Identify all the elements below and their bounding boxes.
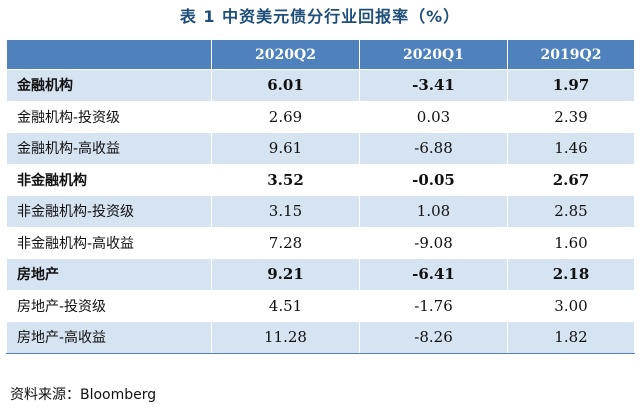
table-row: 非金融机构-高收益 7.28 -9.08 1.60 bbox=[6, 226, 635, 259]
header-label bbox=[6, 39, 212, 70]
cell-2019q2: 1.46 bbox=[507, 132, 635, 165]
cell-2020q1: -3.41 bbox=[359, 69, 508, 102]
row-label: 金融机构 bbox=[6, 69, 212, 102]
cell-2020q2: 6.01 bbox=[211, 69, 360, 102]
table-row: 金融机构-高收益 9.61 -6.88 1.46 bbox=[6, 132, 635, 165]
returns-table: 2020Q2 2020Q1 2019Q2 金融机构 6.01 -3.41 1.9… bbox=[6, 39, 635, 354]
cell-2020q1: -6.88 bbox=[359, 132, 508, 165]
cell-2019q2: 3.00 bbox=[507, 289, 635, 322]
cell-2020q1: -1.76 bbox=[359, 289, 508, 322]
cell-2020q1: -0.05 bbox=[359, 163, 508, 196]
table-row: 金融机构 6.01 -3.41 1.97 bbox=[6, 69, 635, 102]
table-row: 房地产 9.21 -6.41 2.18 bbox=[6, 258, 635, 291]
row-label: 非金融机构-投资级 bbox=[6, 195, 212, 228]
table-row: 非金融机构 3.52 -0.05 2.67 bbox=[6, 163, 635, 196]
table-title: 表 1 中资美元债分行业回报率（%） bbox=[179, 7, 461, 26]
table-row: 金融机构-投资级 2.69 0.03 2.39 bbox=[6, 100, 635, 133]
header-2020q1: 2020Q1 bbox=[359, 39, 508, 70]
row-label: 房地产 bbox=[6, 258, 212, 291]
row-label: 金融机构-投资级 bbox=[6, 100, 212, 133]
row-label: 房地产-高收益 bbox=[6, 321, 212, 354]
cell-2020q2: 3.15 bbox=[211, 195, 360, 228]
row-label: 非金融机构 bbox=[6, 163, 212, 196]
source-note: 资料来源：Bloomberg bbox=[10, 387, 157, 403]
cell-2020q2: 3.52 bbox=[211, 163, 360, 196]
cell-2020q2: 7.28 bbox=[211, 226, 360, 259]
cell-2020q1: 1.08 bbox=[359, 195, 508, 228]
cell-2020q1: 0.03 bbox=[359, 100, 508, 133]
table-row: 非金融机构-投资级 3.15 1.08 2.85 bbox=[6, 195, 635, 228]
row-label: 金融机构-高收益 bbox=[6, 132, 212, 165]
cell-2019q2: 1.82 bbox=[507, 321, 635, 354]
cell-2019q2: 2.67 bbox=[507, 163, 635, 196]
table-row: 房地产-投资级 4.51 -1.76 3.00 bbox=[6, 289, 635, 322]
cell-2019q2: 1.60 bbox=[507, 226, 635, 259]
cell-2020q2: 2.69 bbox=[211, 100, 360, 133]
header-2020q2: 2020Q2 bbox=[211, 39, 360, 70]
cell-2019q2: 1.97 bbox=[507, 69, 635, 102]
cell-2020q1: -8.26 bbox=[359, 321, 508, 354]
table-header-row: 2020Q2 2020Q1 2019Q2 bbox=[6, 39, 635, 70]
cell-2020q2: 4.51 bbox=[211, 289, 360, 322]
table-row: 房地产-高收益 11.28 -8.26 1.82 bbox=[6, 321, 635, 354]
header-2019q2: 2019Q2 bbox=[507, 39, 635, 70]
cell-2020q1: -9.08 bbox=[359, 226, 508, 259]
cell-2020q2: 9.61 bbox=[211, 132, 360, 165]
row-label: 房地产-投资级 bbox=[6, 289, 212, 322]
cell-2019q2: 2.18 bbox=[507, 258, 635, 291]
row-label: 非金融机构-高收益 bbox=[6, 226, 212, 259]
cell-2020q2: 11.28 bbox=[211, 321, 360, 354]
cell-2020q2: 9.21 bbox=[211, 258, 360, 291]
cell-2019q2: 2.85 bbox=[507, 195, 635, 228]
cell-2019q2: 2.39 bbox=[507, 100, 635, 133]
cell-2020q1: -6.41 bbox=[359, 258, 508, 291]
